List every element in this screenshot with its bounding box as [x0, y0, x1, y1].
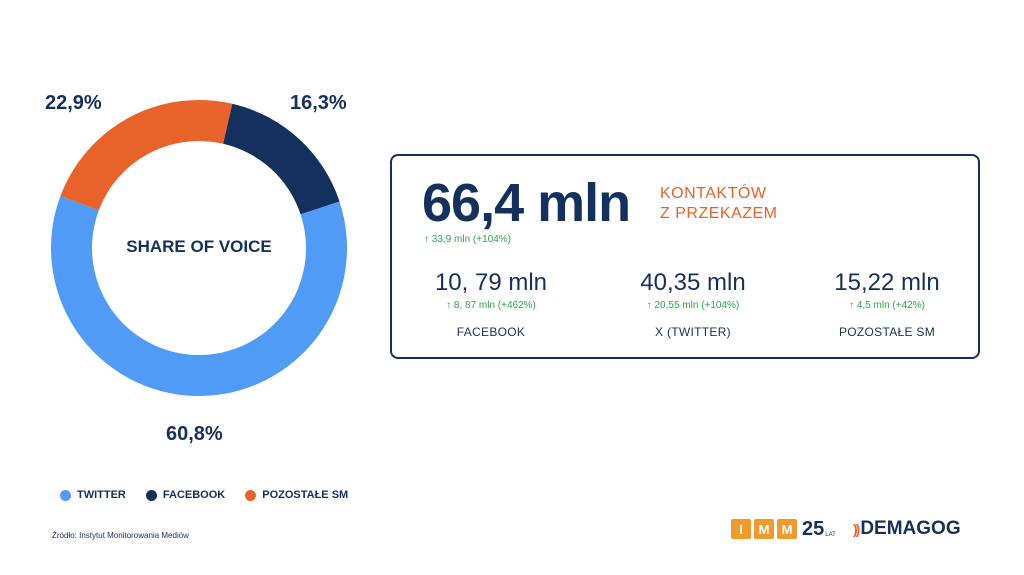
stat-facebook: 10, 79 mln ↑ 8, 87 mln (+462%) FACEBOOK	[406, 268, 576, 339]
stat-twitter: 40,35 mln ↑ 20,55 mln (+104%) X (TWITTER…	[608, 268, 778, 339]
stat-value: 15,22 mln	[834, 269, 940, 296]
imm-letter: M	[754, 519, 774, 539]
imm-years-suffix: LAT	[825, 532, 836, 538]
slice-twitter	[50, 196, 347, 397]
source-note: Źródło: Instytut Monitorowania Mediów	[52, 531, 189, 540]
total-contacts-change: ↑ 33,9 mln (+104%)	[424, 234, 511, 245]
signal-icon: ))	[853, 521, 860, 537]
total-contacts-value: 66,4 mln	[422, 173, 631, 233]
stat-change: ↑ 4,5 mln (+42%)	[849, 300, 925, 311]
legend-label-facebook: FACEBOOK	[162, 489, 226, 501]
slice-facebook	[223, 103, 340, 215]
legend-swatch-other	[245, 489, 257, 501]
slice-pozosta-e-sm	[60, 99, 233, 211]
imm-letter: M	[777, 519, 797, 539]
stat-change: ↑ 20,55 mln (+104%)	[646, 300, 740, 311]
summary-panel: 66,4 mln KONTAKTÓW Z PRZEKAZEM ↑ 33,9 ml…	[390, 154, 980, 359]
imm-letter: I	[731, 519, 751, 539]
stat-value: 10, 79 mln	[434, 269, 548, 296]
total-contacts-description: KONTAKTÓW Z PRZEKAZEM	[660, 184, 778, 224]
total-desc-line1: KONTAKTÓW	[660, 185, 767, 202]
legend-item-other: POZOSTAŁE SM	[245, 489, 348, 501]
chart-legend: TWITTER FACEBOOK POZOSTAŁE SM	[60, 489, 368, 501]
stat-name: FACEBOOK	[456, 325, 526, 339]
imm-logo: I M M 25 LAT	[731, 519, 836, 539]
stat-value: 40,35 mln	[640, 269, 746, 296]
legend-label-other: POZOSTAŁE SM	[262, 489, 349, 501]
legend-label-twitter: TWITTER	[77, 489, 126, 501]
slice-label-other: 22,9%	[45, 92, 102, 114]
legend-swatch-facebook	[145, 489, 157, 501]
slice-label-twitter: 60,8%	[166, 423, 223, 445]
demagog-logo: )) DEMAGOG	[853, 518, 961, 540]
stat-other: 15,22 mln ↑ 4,5 mln (+42%) POZOSTAŁE SM	[802, 268, 972, 339]
stat-change: ↑ 8, 87 mln (+462%)	[446, 300, 536, 311]
slice-label-facebook: 16,3%	[290, 92, 347, 114]
legend-swatch-twitter	[60, 489, 71, 501]
stat-name: X (TWITTER)	[655, 325, 731, 339]
demagog-wordmark: DEMAGOG	[860, 518, 961, 539]
chart-title: SHARE OF VOICE	[126, 237, 272, 256]
stat-name: POZOSTAŁE SM	[838, 325, 936, 339]
legend-item-twitter: TWITTER	[60, 489, 126, 501]
total-desc-line2: Z PRZEKAZEM	[660, 205, 778, 222]
legend-item-facebook: FACEBOOK	[145, 489, 226, 501]
imm-years: 25	[802, 518, 825, 540]
